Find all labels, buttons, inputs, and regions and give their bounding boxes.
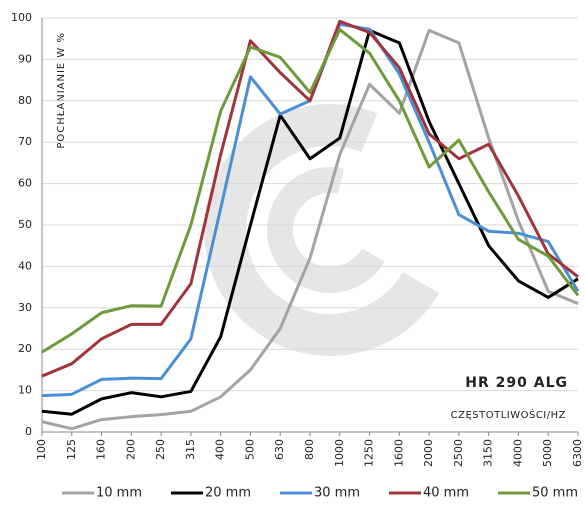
legend-label: 10 mm: [96, 486, 142, 501]
data-line: [41, 28, 579, 416]
x-tick-label: 1000: [333, 439, 346, 467]
x-tick-label: 100: [35, 439, 48, 460]
legend-label: 20 mm: [205, 486, 251, 501]
y-tick-label: 70: [18, 135, 32, 148]
legend-label: 40 mm: [423, 486, 469, 501]
x-tick-label: 5000: [541, 439, 554, 467]
y-tick-label: 40: [18, 259, 32, 272]
y-tick-label: 80: [18, 94, 32, 107]
x-tick-label: 1250: [363, 439, 376, 467]
x-tick-label: 2500: [452, 439, 465, 467]
x-tick-label: 1600: [392, 439, 405, 467]
watermark: [204, 104, 456, 356]
x-tick-label: 4000: [511, 439, 524, 467]
model-label: HR 290 ALG: [465, 375, 568, 391]
y-tick-label: 10: [18, 384, 32, 397]
x-axis-label: CZĘSTOTLIWOŚCI/HZ: [451, 408, 566, 421]
y-tick-label: 0: [25, 425, 32, 438]
x-tick-label: 160: [95, 439, 108, 460]
y-tick-label: 50: [18, 218, 32, 231]
x-tick-label: 250: [154, 439, 167, 460]
x-tick-label: 2000: [422, 439, 435, 467]
y-tick-label: 20: [18, 342, 32, 355]
y-tick-label: 90: [18, 52, 32, 65]
x-tick-label: 3150: [482, 439, 495, 467]
legend-label: 50 mm: [532, 486, 578, 501]
x-tick-label: 630: [273, 439, 286, 460]
x-tick-label: 315: [184, 439, 197, 460]
x-tick-label: 6300: [571, 439, 584, 467]
data-line: [41, 28, 580, 354]
legend-label: 30 mm: [314, 486, 360, 501]
x-tick-label: 400: [214, 439, 227, 460]
x-tick-label: 800: [303, 439, 316, 460]
y-axis-label: POCHŁANIANIE W %: [56, 32, 67, 149]
data-line: [41, 28, 579, 431]
y-tick-label: 30: [18, 301, 32, 314]
data-line: [41, 19, 579, 378]
x-tick-label: 200: [124, 439, 137, 460]
y-tick-label: 100: [11, 11, 32, 24]
y-tick-label: 60: [18, 177, 32, 190]
x-tick-label: 125: [65, 439, 78, 460]
x-tick-label: 500: [243, 439, 256, 460]
